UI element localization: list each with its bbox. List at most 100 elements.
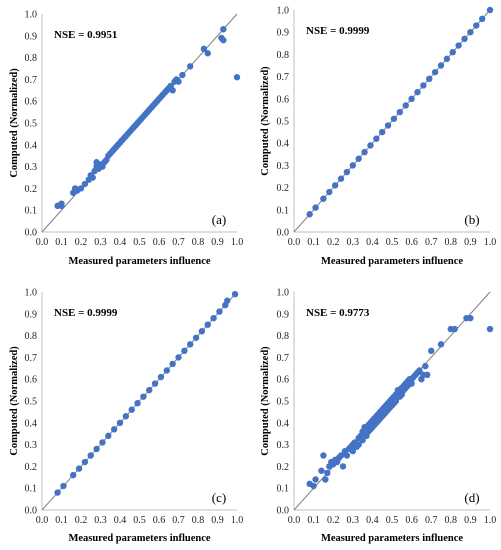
- data-point: [105, 432, 112, 440]
- x-tick-label: 0.9: [464, 515, 477, 526]
- x-tick-label: 1.0: [231, 515, 244, 526]
- x-tick-label: 0.4: [366, 237, 379, 248]
- y-tick-label: 0.3: [277, 440, 290, 451]
- data-point: [81, 458, 89, 466]
- x-tick-label: 0.8: [192, 237, 205, 248]
- x-tick-label: 0.1: [55, 515, 68, 526]
- data-point: [306, 211, 313, 218]
- y-tick-label: 0.7: [25, 353, 38, 364]
- x-tick-label: 0.7: [172, 237, 185, 248]
- x-axis-label: Measured parameters influence: [68, 533, 210, 544]
- data-point: [428, 347, 435, 355]
- x-tick-label: 0.1: [307, 237, 320, 248]
- data-point: [384, 122, 392, 129]
- y-tick-label: 0.8: [277, 50, 290, 61]
- data-point: [331, 182, 339, 189]
- x-tick-label: 1.0: [484, 237, 497, 248]
- nse-annotation: NSE = 0.9951: [54, 29, 117, 41]
- y-axis-label: Computed (Normalized): [260, 346, 271, 456]
- data-point: [187, 341, 194, 348]
- y-tick-label: 0.6: [25, 375, 38, 386]
- y-tick-label: 0.6: [277, 94, 290, 105]
- data-point: [198, 328, 206, 335]
- y-axis-label: Computed (Normalized): [9, 68, 20, 178]
- data-point: [324, 469, 331, 477]
- y-tick-label: 0.5: [25, 119, 38, 130]
- data-point: [70, 471, 77, 479]
- data-point: [310, 482, 317, 490]
- x-tick-label: 1.0: [231, 237, 244, 248]
- y-tick-label: 0.2: [277, 183, 290, 194]
- y-tick-label: 0.3: [25, 162, 38, 173]
- y-axis-label: Computed (Normalized): [9, 346, 20, 456]
- data-point: [163, 367, 170, 374]
- data-point: [443, 55, 451, 63]
- data-point: [349, 162, 356, 169]
- data-point: [216, 308, 223, 315]
- data-point: [486, 325, 494, 333]
- data-point: [451, 325, 458, 333]
- y-tick-label: 0.8: [25, 53, 38, 64]
- data-point: [93, 445, 100, 453]
- x-tick-label: 0.1: [55, 237, 68, 248]
- y-tick-label: 0.7: [277, 353, 290, 364]
- data-point: [122, 413, 130, 420]
- x-tick-label: 0.3: [347, 515, 360, 526]
- x-tick-label: 1.0: [484, 515, 497, 526]
- x-tick-label: 0.2: [327, 515, 340, 526]
- data-point: [87, 452, 94, 459]
- data-point: [349, 447, 356, 455]
- data-point: [151, 380, 159, 387]
- y-tick-label: 0.4: [277, 139, 290, 150]
- data-point: [337, 175, 345, 182]
- y-tick-label: 0.1: [25, 484, 38, 495]
- x-tick-label: 0.4: [366, 515, 379, 526]
- data-point: [89, 174, 96, 181]
- y-tick-label: 0.8: [25, 331, 38, 342]
- y-tick-label: 0.6: [277, 375, 290, 386]
- data-point: [478, 15, 486, 23]
- data-point: [320, 452, 327, 459]
- data-point: [318, 467, 325, 474]
- data-point: [402, 102, 409, 109]
- x-tick-label: 0.3: [94, 237, 107, 248]
- data-point: [169, 87, 176, 94]
- data-point: [373, 135, 380, 142]
- y-tick-label: 1.0: [277, 6, 290, 17]
- data-point: [204, 321, 211, 328]
- x-tick-label: 0.0: [36, 237, 49, 248]
- data-point: [60, 482, 67, 490]
- data-point: [420, 82, 427, 89]
- x-tick-label: 0.6: [153, 515, 166, 526]
- x-tick-label: 0.3: [94, 515, 107, 526]
- x-tick-label: 0.8: [192, 515, 205, 526]
- data-point: [312, 476, 319, 483]
- x-tick-label: 0.2: [75, 237, 88, 248]
- data-point: [140, 393, 147, 400]
- chart-panel-b: 0.0 0.1 0.2 0.3 0.4 0.5 0.6 0.7 0.8 0.9 1.0 0.0 0.1 0…: [260, 6, 496, 268]
- y-tick-label: 0.4: [277, 418, 290, 429]
- x-tick-label: 0.5: [386, 237, 399, 248]
- data-point: [77, 185, 85, 192]
- x-axis-label: Measured parameters influence: [321, 533, 463, 544]
- data-point: [169, 360, 176, 368]
- panel-label: (d): [464, 490, 479, 505]
- x-tick-label: 0.4: [114, 237, 127, 248]
- y-tick-label: 0.1: [277, 484, 290, 495]
- panel-label: (c): [212, 490, 226, 505]
- data-point: [396, 108, 404, 116]
- y-tick-label: 0.2: [25, 184, 38, 195]
- data-point: [231, 290, 239, 298]
- data-point: [343, 168, 351, 176]
- data-point: [379, 128, 386, 136]
- data-point: [339, 463, 347, 470]
- data-point: [54, 489, 61, 496]
- x-tick-label: 0.7: [172, 515, 185, 526]
- y-tick-label: 0.2: [25, 462, 38, 473]
- chart-panel-d: 0.0 0.1 0.2 0.3 0.4 0.5 0.6 0.7 0.8 0.9 1.0 0.0 0.1 0…: [260, 288, 496, 545]
- data-point: [220, 26, 227, 33]
- data-point: [359, 437, 366, 444]
- data-point: [192, 334, 200, 341]
- data-point: [134, 399, 141, 407]
- y-tick-label: 0.0: [277, 506, 290, 517]
